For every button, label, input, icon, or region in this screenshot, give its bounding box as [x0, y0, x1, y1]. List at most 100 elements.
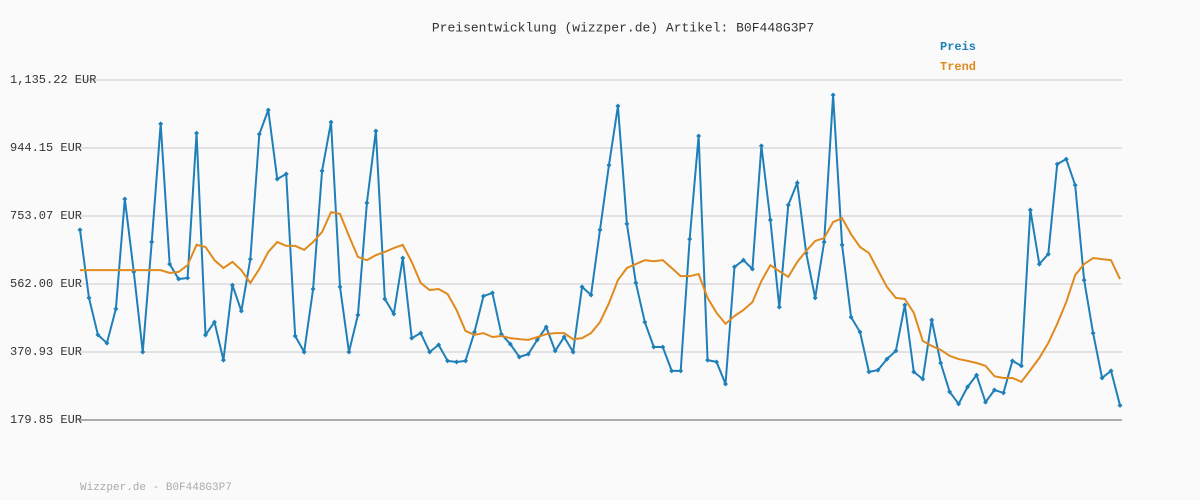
point	[651, 344, 657, 350]
y-tick-label: 562.00 EUR	[10, 277, 82, 291]
point	[1054, 161, 1060, 167]
point	[95, 332, 101, 338]
point	[830, 92, 836, 98]
point	[364, 200, 370, 206]
point	[911, 369, 917, 375]
point	[301, 349, 307, 355]
point	[1108, 368, 1114, 374]
legend-label: Trend	[940, 60, 976, 74]
point	[176, 276, 182, 282]
point	[122, 196, 128, 202]
point	[149, 239, 155, 245]
point	[947, 389, 953, 395]
point	[86, 295, 92, 301]
point	[597, 227, 603, 233]
point	[812, 295, 818, 301]
point	[758, 143, 764, 149]
point	[696, 133, 702, 139]
point	[920, 376, 926, 382]
point	[857, 329, 863, 335]
point	[463, 358, 469, 364]
point	[543, 324, 549, 330]
y-tick-label: 179.85 EUR	[10, 413, 82, 427]
point	[615, 103, 621, 109]
point	[561, 334, 567, 340]
point	[875, 367, 881, 373]
point	[740, 257, 746, 263]
point	[1018, 363, 1024, 369]
point	[848, 314, 854, 320]
point	[418, 330, 424, 336]
point	[794, 180, 800, 186]
point	[337, 284, 343, 290]
y-tick-label: 1,135.22 EUR	[10, 73, 96, 87]
point	[489, 290, 495, 296]
point	[1045, 251, 1051, 257]
point	[929, 317, 935, 323]
point	[1063, 156, 1069, 162]
point	[839, 242, 845, 248]
y-tick-label: 370.93 EUR	[10, 345, 82, 359]
point	[507, 341, 513, 347]
point	[893, 348, 899, 354]
point	[104, 340, 110, 346]
point	[552, 348, 558, 354]
point	[821, 239, 827, 245]
point	[705, 357, 711, 363]
point	[956, 401, 962, 407]
point	[965, 384, 971, 390]
point	[355, 312, 361, 318]
point	[274, 176, 280, 182]
point	[1117, 402, 1123, 408]
point	[570, 349, 576, 355]
point	[203, 332, 209, 338]
y-tick-label: 753.07 EUR	[10, 209, 82, 223]
point	[991, 387, 997, 393]
point	[265, 107, 271, 113]
point	[776, 304, 782, 310]
point	[1027, 207, 1033, 213]
point	[785, 202, 791, 208]
point	[256, 131, 262, 137]
point	[194, 130, 200, 136]
point	[427, 349, 433, 355]
point	[373, 128, 379, 134]
point	[767, 217, 773, 223]
point	[1000, 390, 1006, 396]
point	[624, 221, 630, 227]
point	[1009, 358, 1015, 364]
point	[669, 368, 675, 374]
point	[1072, 182, 1078, 188]
point	[211, 319, 217, 325]
point	[1099, 375, 1105, 381]
point	[884, 356, 890, 362]
point	[534, 337, 540, 343]
point	[391, 311, 397, 317]
point	[400, 255, 406, 261]
point	[1036, 261, 1042, 267]
point	[480, 293, 486, 299]
point	[723, 381, 729, 387]
point	[328, 119, 334, 125]
point	[445, 358, 451, 364]
point	[660, 344, 666, 350]
point	[158, 121, 164, 127]
point	[409, 335, 415, 341]
point	[247, 256, 253, 262]
y-tick-label: 944.15 EUR	[10, 141, 82, 155]
point	[974, 372, 980, 378]
point	[77, 227, 83, 233]
point	[606, 162, 612, 168]
point	[938, 360, 944, 366]
point	[678, 368, 684, 374]
point	[220, 357, 226, 363]
point	[525, 351, 531, 357]
point	[579, 284, 585, 290]
point	[310, 286, 316, 292]
point	[319, 168, 325, 174]
point	[902, 302, 908, 308]
point	[1090, 330, 1096, 336]
point	[588, 292, 594, 298]
